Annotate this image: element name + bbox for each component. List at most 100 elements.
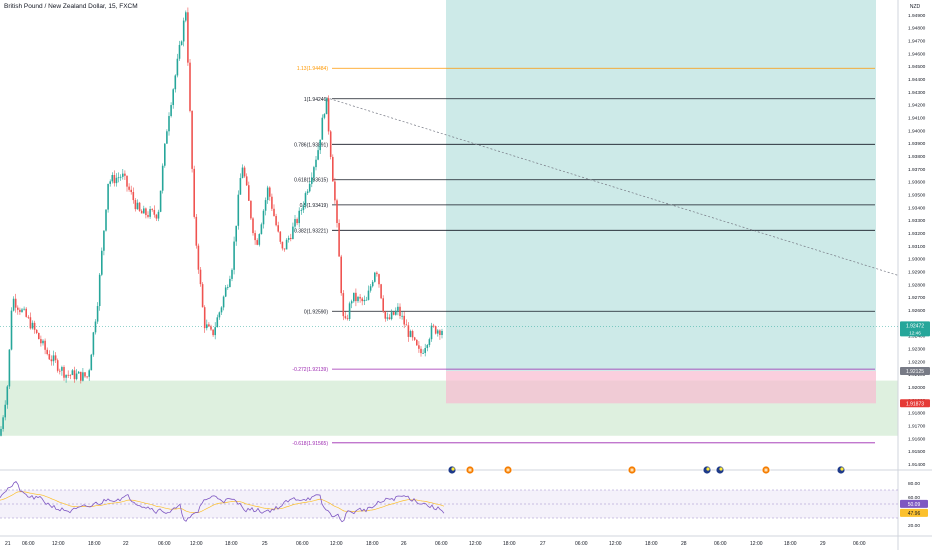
candle-body <box>390 312 393 320</box>
candle-body <box>298 210 300 224</box>
candle-body <box>363 299 366 302</box>
flag-icon[interactable] <box>447 465 457 475</box>
candle-body <box>151 209 153 210</box>
candle-body <box>350 301 353 304</box>
candle-body <box>348 303 351 319</box>
time-tick-label: 06:00 <box>853 541 866 547</box>
candle-body <box>182 20 185 42</box>
time-tick-label: 12:00 <box>330 541 343 547</box>
time-tick-label: 27 <box>540 541 546 547</box>
time-tick-label: 22 <box>123 541 129 547</box>
flag-icon[interactable] <box>702 465 712 475</box>
time-tick-label: 06:00 <box>435 541 448 547</box>
candle-body <box>203 307 206 329</box>
candle-body <box>86 376 88 378</box>
flag-icon[interactable] <box>836 465 846 475</box>
time-tick-label: 18:00 <box>503 541 516 547</box>
candle-body <box>229 278 231 288</box>
time-tick-label: 18:00 <box>645 541 658 547</box>
candle-body <box>124 173 126 176</box>
candle-body <box>130 189 132 193</box>
price-axis[interactable]: NZD 1.94900 1.94800 1.94700 1.94600 1.94500 1.… <box>900 4 930 529</box>
candle-body <box>82 372 84 381</box>
candle-body <box>380 284 382 299</box>
candle-body <box>279 231 282 242</box>
alert-icon[interactable] <box>627 465 637 475</box>
time-tick-label: 12:00 <box>609 541 622 547</box>
fib-level-label: 0(1.92590) <box>304 309 329 315</box>
fib-level-label: 1.13(1.94484) <box>297 66 328 72</box>
time-tick-label: 06:00 <box>296 541 309 547</box>
candle-body <box>317 150 319 160</box>
rsi-value-tag <box>900 499 928 508</box>
candle-body <box>214 327 216 336</box>
candle-body <box>80 371 82 381</box>
symbol-title[interactable]: British Pound / New Zealand Dollar, 15, … <box>4 3 138 10</box>
time-tick-label: 18:00 <box>784 541 797 547</box>
candle-body <box>98 274 101 307</box>
time-tick-label: 06:00 <box>22 541 35 547</box>
candle-body <box>88 370 90 377</box>
candle-body <box>382 298 384 312</box>
candle-body <box>122 173 124 177</box>
event-alert-mark <box>764 468 768 472</box>
economic-events[interactable] <box>447 465 846 475</box>
rsi-tick-label: 60.00 <box>908 495 920 501</box>
candle-body <box>73 370 76 380</box>
rsi-ma-label: 47.96 <box>908 511 921 517</box>
candle-body <box>143 208 145 214</box>
candle-body <box>277 225 279 232</box>
candle-body <box>136 202 139 210</box>
candle-body <box>319 139 321 151</box>
candle-body <box>243 167 246 177</box>
event-alert-mark <box>468 468 472 472</box>
candle-body <box>145 208 147 216</box>
candle-body <box>222 296 225 308</box>
price-tick-label: 1.94500 <box>908 64 926 70</box>
candle-body <box>21 309 23 313</box>
candle-body <box>392 312 395 315</box>
candle-body <box>12 298 15 311</box>
candle-body <box>342 293 345 317</box>
candle-body <box>241 167 244 179</box>
candle-body <box>424 348 426 353</box>
candle-body <box>269 187 271 197</box>
alert-icon[interactable] <box>503 465 513 475</box>
candle-body <box>327 98 330 132</box>
time-tick-label: 06:00 <box>575 541 588 547</box>
price-tick-label: 1.92900 <box>908 270 926 276</box>
trend-line[interactable] <box>329 98 899 276</box>
flag-icon[interactable] <box>715 465 725 475</box>
event-flag-mark <box>706 467 710 471</box>
rsi-ma-tag <box>900 508 928 517</box>
candle-body <box>191 110 193 169</box>
candle-body <box>407 325 410 337</box>
candle-body <box>237 194 240 226</box>
candle-body <box>336 200 338 223</box>
time-tick-label: 21 <box>5 541 11 547</box>
candle-body <box>378 274 380 285</box>
candle-body <box>340 256 342 294</box>
alert-icon[interactable] <box>761 465 771 475</box>
loss-zone <box>446 370 876 404</box>
candle-body <box>193 168 195 217</box>
time-tick-label: 18:00 <box>225 541 238 547</box>
price-tick-label: 1.93000 <box>908 257 926 263</box>
profit-zone <box>446 0 876 371</box>
candle-body <box>300 210 303 211</box>
event-flag-mark <box>719 467 723 471</box>
candle-body <box>0 428 2 436</box>
candle-body <box>395 310 397 315</box>
rsi-tick-label: 20.00 <box>908 523 920 529</box>
candle-body <box>273 208 275 217</box>
time-tick-label: 26 <box>401 541 407 547</box>
price-tick-label: 1.93300 <box>908 218 926 224</box>
candle-body <box>199 269 202 285</box>
candle-body <box>63 367 65 378</box>
time-axis[interactable]: 21 06:00 12:00 18:00 22 06:00 12:00 18:00 25 06:0… <box>5 541 866 547</box>
alert-icon[interactable] <box>465 465 475 475</box>
fib-level-label: -0.618(1.91565) <box>292 441 328 447</box>
target-price-tag <box>900 399 930 408</box>
candle-body <box>338 222 340 257</box>
